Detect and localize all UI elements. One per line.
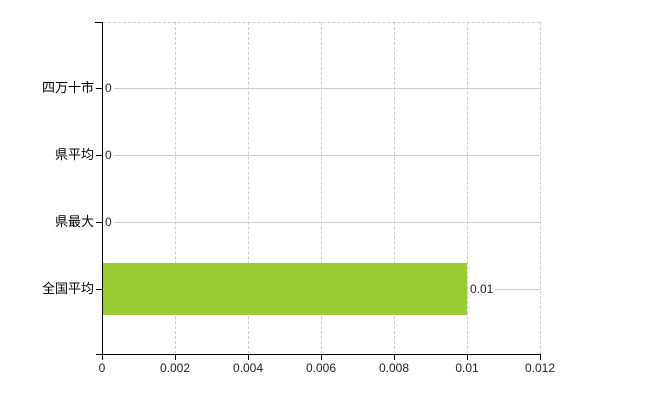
gridline-vertical <box>467 22 468 354</box>
x-tick-label: 0.012 <box>524 361 556 375</box>
category-gridline <box>103 222 540 223</box>
y-axis-tick <box>96 222 102 223</box>
gridline-vertical <box>540 22 541 354</box>
x-tick-label: 0.01 <box>455 361 479 375</box>
x-tick-label: 0.004 <box>232 361 264 375</box>
x-axis-tick <box>467 355 468 360</box>
x-axis-tick <box>540 355 541 360</box>
category-label: 全国平均 <box>41 281 94 296</box>
plot-top-border <box>103 22 540 23</box>
category-label: 四万十市 <box>41 80 94 95</box>
x-tick-label: 0.002 <box>159 361 191 375</box>
value-label: 0 <box>103 214 114 230</box>
x-axis-tick <box>394 355 395 360</box>
y-axis <box>102 22 103 355</box>
x-tick-label: 0.006 <box>305 361 337 375</box>
value-label: 0.01 <box>468 281 496 297</box>
y-axis-tick <box>95 22 102 23</box>
value-label: 0 <box>103 80 114 96</box>
bar <box>103 263 467 315</box>
x-tick-label: 0 <box>98 361 106 375</box>
x-axis-tick <box>102 355 103 360</box>
x-tick-label: 0.008 <box>378 361 410 375</box>
y-axis-tick <box>96 155 102 156</box>
category-gridline <box>103 155 540 156</box>
category-label: 県最大 <box>54 214 94 229</box>
x-axis-tick <box>175 355 176 360</box>
y-axis-tick <box>96 289 102 290</box>
gridline-vertical <box>175 22 176 354</box>
x-axis-tick <box>321 355 322 360</box>
category-gridline <box>103 88 540 89</box>
y-axis-tick <box>96 88 102 89</box>
gridline-vertical <box>248 22 249 354</box>
category-label: 県平均 <box>54 147 94 162</box>
gridline-vertical <box>394 22 395 354</box>
x-axis-tick <box>248 355 249 360</box>
x-axis <box>96 354 541 355</box>
value-label: 0 <box>103 147 114 163</box>
gridline-vertical <box>321 22 322 354</box>
